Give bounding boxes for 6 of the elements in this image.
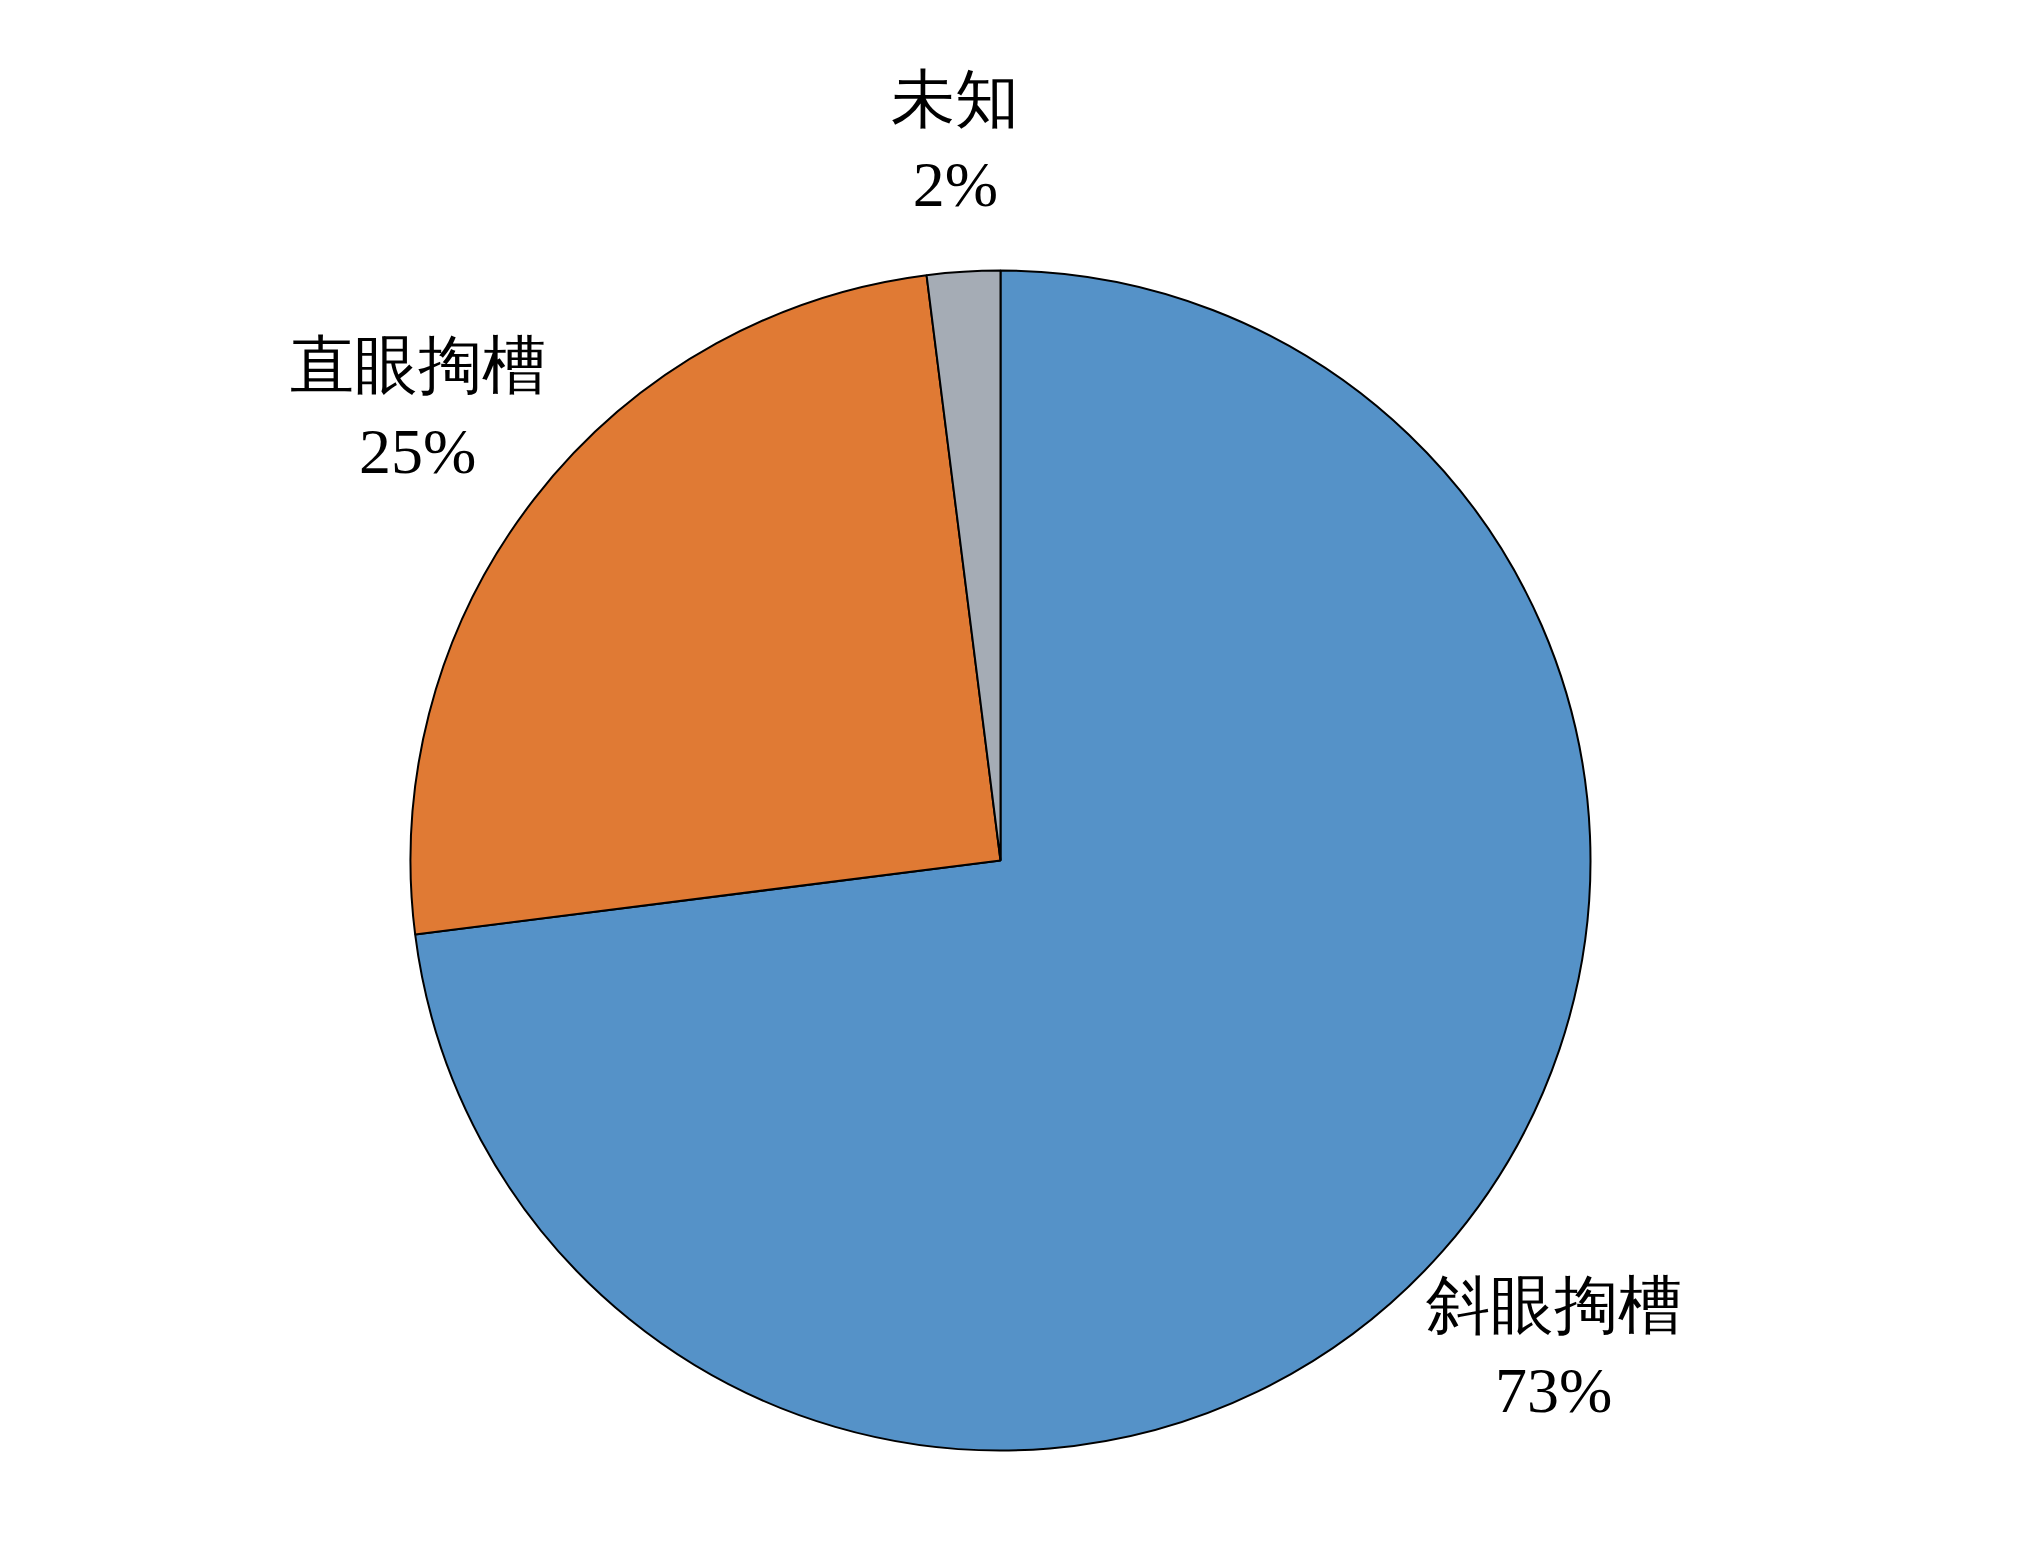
slice-label: 直眼掏槽 xyxy=(289,330,546,402)
data-label: 2% xyxy=(912,149,998,221)
slice-label: 斜眼掏槽 xyxy=(1425,1270,1682,1342)
slice-label: 未知 xyxy=(891,64,1020,136)
data-label: 73% xyxy=(1495,1355,1613,1427)
data-label: 25% xyxy=(359,415,477,487)
